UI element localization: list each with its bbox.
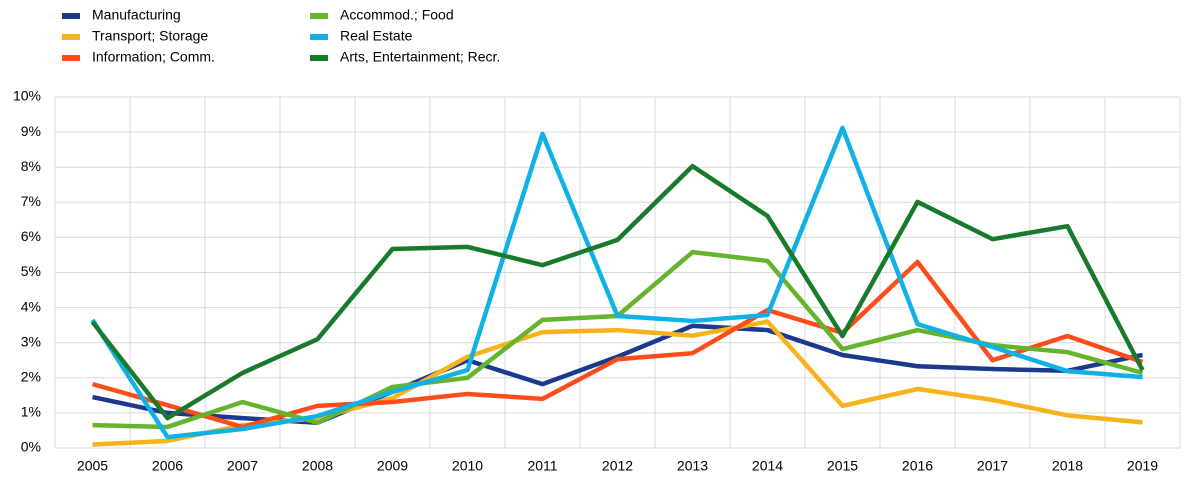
y-tick-label: 8% <box>21 158 41 174</box>
legend-label: Real Estate <box>340 28 413 44</box>
y-tick-label: 0% <box>21 439 41 455</box>
series-line <box>90 163 1145 421</box>
series-line <box>92 323 1143 425</box>
y-tick-label: 2% <box>21 369 41 385</box>
x-tick-label: 2007 <box>227 458 258 474</box>
x-tick-label: 2008 <box>302 458 333 474</box>
x-tick-label: 2010 <box>452 458 483 474</box>
legend-label: Accommod.; Food <box>340 7 454 23</box>
legend-swatch <box>62 55 80 61</box>
y-tick-label: 10% <box>13 88 41 104</box>
x-tick-label: 2018 <box>1052 458 1083 474</box>
y-tick-label: 7% <box>21 193 41 209</box>
legend-swatch <box>310 34 328 40</box>
legend-swatch <box>310 55 328 61</box>
x-tick-label: 2019 <box>1127 458 1158 474</box>
series-line <box>90 125 1143 440</box>
x-tick-label: 2005 <box>77 458 108 474</box>
x-tick-label: 2016 <box>902 458 933 474</box>
legend-swatch <box>310 13 328 19</box>
x-tick-label: 2017 <box>977 458 1008 474</box>
x-tick-label: 2011 <box>527 458 557 474</box>
x-tick-label: 2012 <box>602 458 633 474</box>
y-tick-label: 1% <box>21 404 41 420</box>
legend-swatch <box>62 34 80 40</box>
x-tick-label: 2006 <box>152 458 183 474</box>
y-tick-label: 9% <box>21 123 41 139</box>
legend-label: Transport; Storage <box>92 28 208 44</box>
series-line <box>91 259 1144 430</box>
x-tick-label: 2013 <box>677 458 708 474</box>
y-tick-label: 3% <box>21 333 41 349</box>
legend-label: Manufacturing <box>92 7 181 23</box>
x-tick-label: 2014 <box>752 458 783 474</box>
x-tick-label: 2009 <box>377 458 408 474</box>
y-tick-label: 4% <box>21 298 41 314</box>
legend-label: Arts, Entertainment; Recr. <box>340 49 500 65</box>
y-tick-label: 6% <box>21 228 41 244</box>
y-tick-label: 5% <box>21 263 41 279</box>
legend-swatch <box>62 13 80 19</box>
legend-label: Information; Comm. <box>92 49 215 65</box>
x-tick-label: 2015 <box>827 458 858 474</box>
